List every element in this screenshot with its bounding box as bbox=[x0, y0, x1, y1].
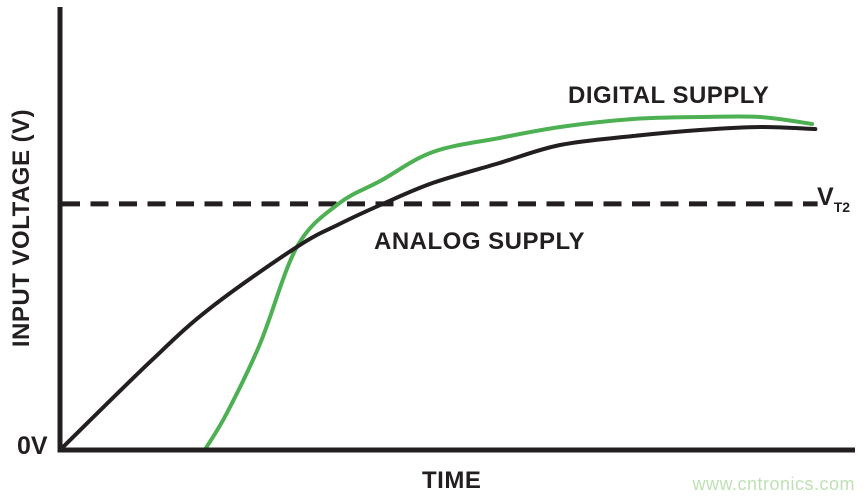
analog-supply-curve bbox=[58, 124, 818, 452]
origin-zero-volts-label: 0V bbox=[17, 432, 48, 460]
threshold-label: VT2 bbox=[817, 183, 851, 215]
watermark-text: www.cntronics.com bbox=[692, 474, 855, 494]
threshold-symbol: V bbox=[817, 183, 834, 211]
analog-supply-label: ANALOG SUPPLY bbox=[374, 228, 585, 255]
digital-supply-label: DIGITAL SUPPLY bbox=[568, 82, 770, 109]
y-axis-title: INPUT VOLTAGE (V) bbox=[8, 108, 35, 348]
digital-supply-curve bbox=[202, 114, 815, 452]
threshold-subscript: T2 bbox=[833, 199, 851, 215]
x-axis-title: TIME bbox=[422, 467, 482, 494]
